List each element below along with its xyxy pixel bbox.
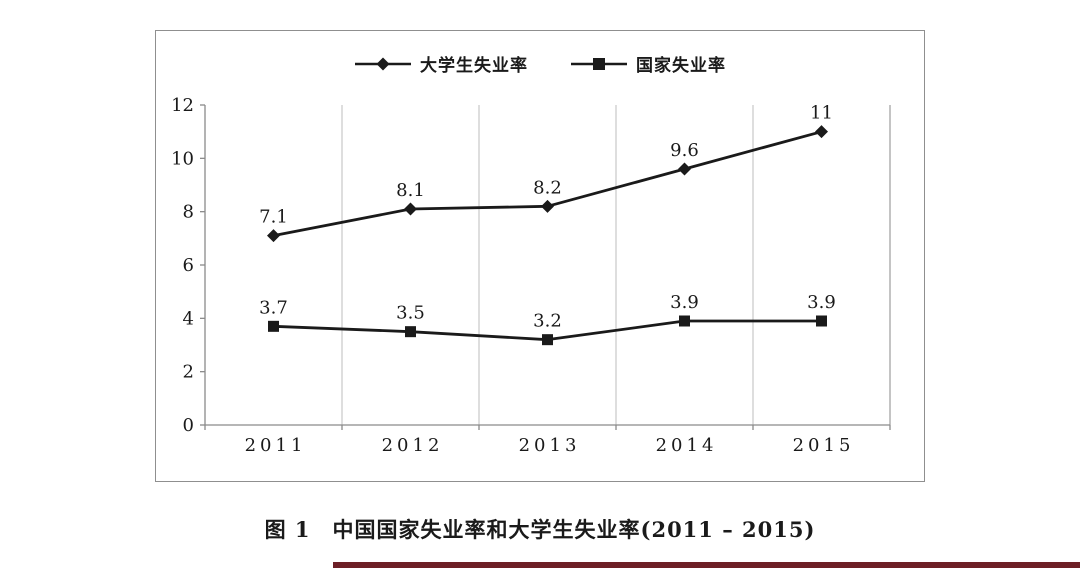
series-1: 3.7 3.5 3.2 3.9 3.9 (259, 292, 836, 346)
legend-item-national-rate: 国家失业率 (570, 51, 726, 76)
svg-text:8: 8 (183, 202, 194, 223)
svg-text:2013: 2013 (519, 435, 581, 456)
figure-caption: 图 1 中国国家失业率和大学生失业率(2011 – 2015) (264, 517, 816, 542)
svg-text:8.1: 8.1 (396, 180, 425, 201)
svg-text:9.6: 9.6 (670, 140, 699, 161)
svg-text:3.5: 3.5 (396, 303, 425, 324)
chart-figure: 大学生失业率 国家失业率 0 2 4 6 8 10 12 2011 2012 2013 2014 20… (155, 30, 925, 482)
plot-area-wrap: 0 2 4 6 8 10 12 2011 2012 2013 2014 2015 7.1 8.1 8.2 9.… (165, 85, 905, 481)
svg-text:12: 12 (171, 95, 194, 116)
svg-text:3.2: 3.2 (533, 311, 562, 332)
tick-labels: 0 2 4 6 8 10 12 2011 2012 2013 2014 2015 (171, 95, 855, 456)
diamond-marker-icon (355, 57, 411, 70)
chart-legend: 大学生失业率 国家失业率 (156, 51, 924, 76)
legend-label-national-rate: 国家失业率 (636, 56, 726, 76)
gridlines (341, 105, 891, 425)
svg-text:2011: 2011 (245, 435, 307, 456)
legend-label-student-rate: 大学生失业率 (420, 56, 528, 76)
svg-text:2014: 2014 (656, 435, 718, 456)
legend-item-student-rate: 大学生失业率 (354, 51, 528, 76)
svg-text:11: 11 (810, 103, 833, 124)
svg-text:6: 6 (183, 255, 194, 276)
square-marker-icon (571, 57, 627, 70)
bottom-red-strip (333, 562, 1080, 568)
svg-text:3.7: 3.7 (259, 297, 288, 318)
series-0: 7.1 8.1 8.2 9.6 11 (259, 103, 833, 243)
axes (200, 104, 891, 430)
svg-text:2: 2 (183, 362, 194, 383)
line-chart-svg: 0 2 4 6 8 10 12 2011 2012 2013 2014 2015 7.1 8.1 8.2 9.… (171, 95, 891, 456)
svg-text:3.9: 3.9 (670, 292, 699, 313)
svg-text:3.9: 3.9 (807, 292, 836, 313)
svg-text:0: 0 (183, 415, 194, 436)
svg-text:4: 4 (183, 308, 194, 329)
svg-text:10: 10 (171, 148, 194, 169)
svg-text:8.2: 8.2 (533, 177, 562, 198)
svg-text:7.1: 7.1 (259, 207, 288, 228)
svg-text:2012: 2012 (382, 435, 444, 456)
svg-text:2015: 2015 (793, 435, 855, 456)
